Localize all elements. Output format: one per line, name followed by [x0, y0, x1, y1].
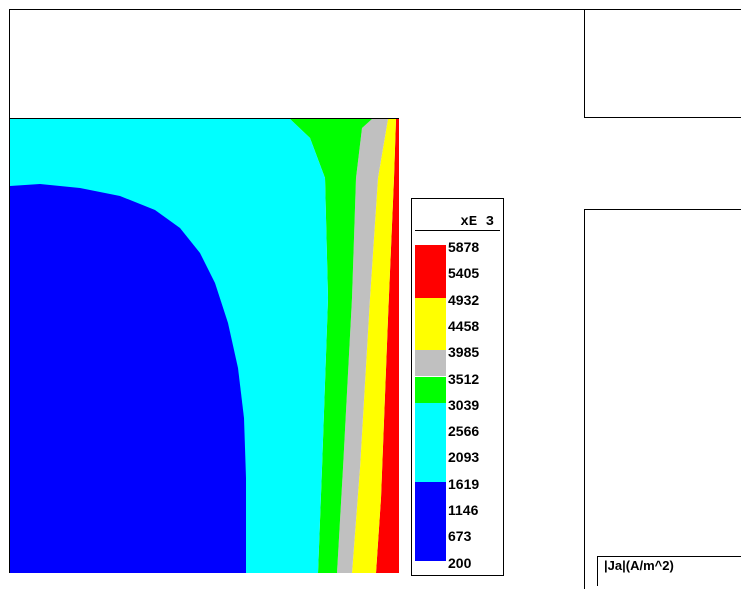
legend-swatch-blue: [415, 481, 446, 561]
legend-level-label: 673: [448, 528, 472, 545]
legend-level-label: 5405: [448, 265, 480, 282]
legend-level-label: 5878: [448, 239, 480, 255]
legend-swatch-gray: [415, 350, 446, 377]
legend-level-label: 3985: [448, 344, 480, 361]
legend-level-label: 3039: [448, 396, 480, 413]
legend-swatch-green: [415, 376, 446, 403]
side-panel-bottom: [584, 209, 741, 589]
legend-multiplier: xE 3: [415, 213, 500, 231]
frame-left-line: [9, 9, 10, 573]
legend-swatch-cyan: [415, 402, 446, 482]
side-panel-top: [584, 9, 741, 118]
legend-swatch-yellow: [415, 297, 446, 351]
quantity-box: |Ja|(A/m^2): [597, 556, 741, 586]
legend-level-label: 1146: [448, 502, 479, 518]
contour-band-green: [290, 119, 372, 573]
contour-band-yellow: [352, 119, 396, 573]
legend-level-label: 200: [448, 554, 472, 571]
quantity-label: |Ja|(A/m^2): [604, 558, 674, 573]
contour-plot: [10, 118, 399, 573]
legend-level-label: 2093: [448, 449, 480, 466]
contour-band-gray: [337, 119, 388, 573]
legend-level-label: 4932: [448, 291, 480, 308]
contour-band-red: [376, 119, 399, 573]
frame-top-line: [9, 9, 741, 10]
legend-level-label: 2566: [448, 423, 480, 440]
contour-band-blue: [10, 184, 246, 573]
legend-level-label: 4458: [448, 317, 480, 334]
legend: xE 3 5878 5405 4932 4458 3985 3512 3039 2566 209…: [411, 198, 504, 576]
legend-level-label: 3512: [448, 370, 480, 387]
legend-level-label: 1619: [448, 475, 480, 492]
legend-swatch-red: [415, 245, 446, 298]
